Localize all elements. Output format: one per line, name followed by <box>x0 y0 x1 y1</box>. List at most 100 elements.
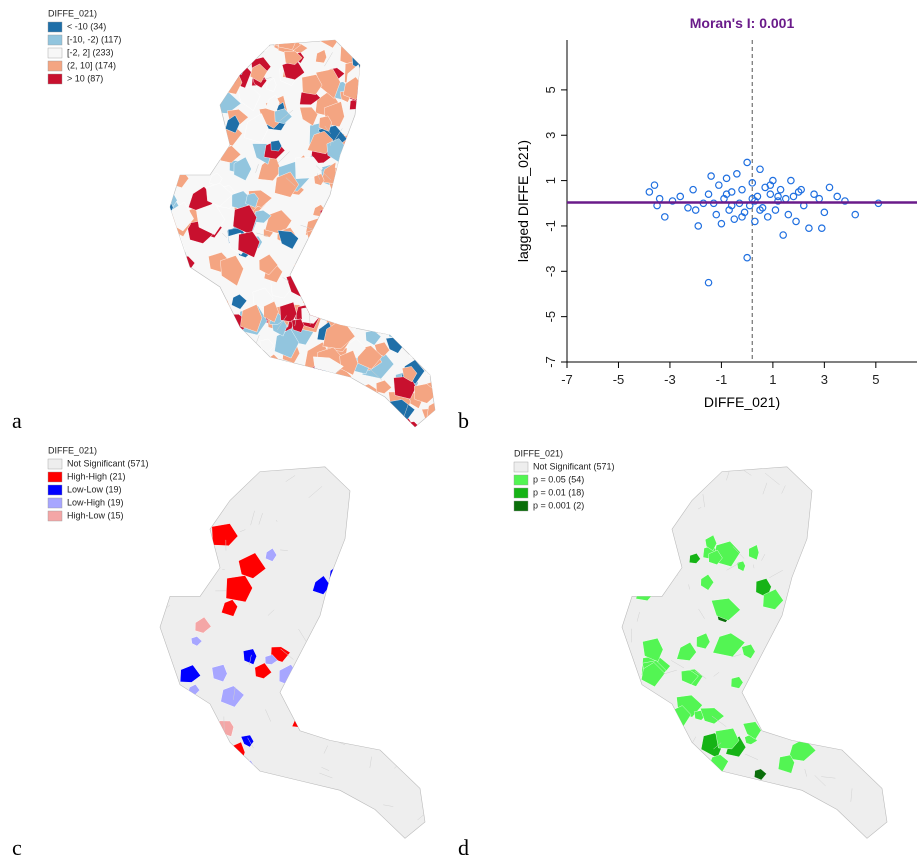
panel-label: c <box>12 835 22 860</box>
district <box>202 417 217 435</box>
x-axis-label: DIFFE_021) <box>704 394 780 410</box>
district <box>622 540 642 556</box>
district <box>405 316 421 331</box>
district <box>197 289 217 310</box>
district <box>191 126 211 146</box>
point <box>718 220 724 226</box>
x-tick-label: -3 <box>664 372 676 387</box>
boundary <box>145 610 159 618</box>
district <box>317 678 339 698</box>
district <box>383 160 410 180</box>
district <box>386 178 407 194</box>
district <box>293 371 320 392</box>
district <box>172 128 183 139</box>
x-tick-label: 5 <box>872 372 879 387</box>
point <box>744 159 750 165</box>
district <box>391 298 400 308</box>
point <box>752 218 758 224</box>
district <box>278 391 301 416</box>
legend-swatch <box>48 485 62 495</box>
district <box>362 235 379 249</box>
boundary <box>357 217 359 231</box>
boundary <box>410 342 411 345</box>
legend-label: p = 0.01 (18) <box>533 487 584 497</box>
point <box>765 214 771 220</box>
district <box>158 254 176 273</box>
district <box>181 42 197 64</box>
point <box>695 223 701 229</box>
district <box>387 319 407 340</box>
district <box>164 727 176 737</box>
district <box>202 361 213 375</box>
legend-label: < -10 (34) <box>67 21 106 31</box>
boundary <box>163 331 170 345</box>
district <box>166 30 181 47</box>
boundary <box>216 60 228 75</box>
point <box>685 205 691 211</box>
district <box>376 246 401 271</box>
district <box>185 358 197 367</box>
district <box>292 704 316 728</box>
district <box>307 226 337 255</box>
district <box>210 31 235 53</box>
district <box>406 130 424 143</box>
district <box>328 394 354 419</box>
legend-swatch <box>48 74 62 84</box>
district <box>340 229 363 256</box>
district <box>405 187 425 207</box>
boundary <box>655 516 667 517</box>
legend-label: High-High (21) <box>67 471 126 481</box>
district <box>167 265 190 291</box>
district <box>421 85 442 104</box>
point <box>731 216 737 222</box>
boundary <box>194 827 195 840</box>
point <box>819 225 825 231</box>
district <box>333 281 357 306</box>
district <box>162 709 175 721</box>
district <box>374 272 389 289</box>
district <box>363 302 386 327</box>
district <box>414 176 429 192</box>
district <box>359 391 367 399</box>
district <box>348 295 364 309</box>
district <box>429 234 455 261</box>
map-c <box>145 464 438 857</box>
boundary <box>646 819 647 824</box>
point <box>744 254 750 260</box>
district <box>403 204 428 232</box>
district <box>157 298 190 328</box>
boundary <box>348 279 352 282</box>
district <box>338 253 363 277</box>
district <box>696 764 720 779</box>
district <box>394 117 411 131</box>
district <box>348 265 370 285</box>
district <box>388 102 410 120</box>
legend-label: > 10 (87) <box>67 73 103 83</box>
boundary <box>410 136 414 143</box>
district <box>221 348 235 361</box>
point <box>739 186 745 192</box>
district <box>361 422 380 444</box>
boundary <box>646 797 653 805</box>
district <box>301 285 315 295</box>
boundary <box>378 194 389 197</box>
district <box>311 224 331 255</box>
boundary <box>161 331 165 345</box>
district <box>211 397 229 413</box>
district <box>247 421 271 441</box>
boundary <box>242 412 247 424</box>
district <box>332 677 356 707</box>
district <box>212 384 236 408</box>
district <box>269 393 281 409</box>
district <box>314 277 326 291</box>
point <box>708 173 714 179</box>
y-tick-label: -1 <box>543 220 558 232</box>
point <box>775 193 781 199</box>
boundary <box>784 705 797 707</box>
district <box>279 419 301 446</box>
point <box>816 196 822 202</box>
district <box>149 386 175 408</box>
moran-scatter: Moran's I: 0.001-7-5-3-1135-7-5-3-1135DI… <box>515 15 917 410</box>
district <box>330 421 353 442</box>
boundary <box>800 703 813 706</box>
